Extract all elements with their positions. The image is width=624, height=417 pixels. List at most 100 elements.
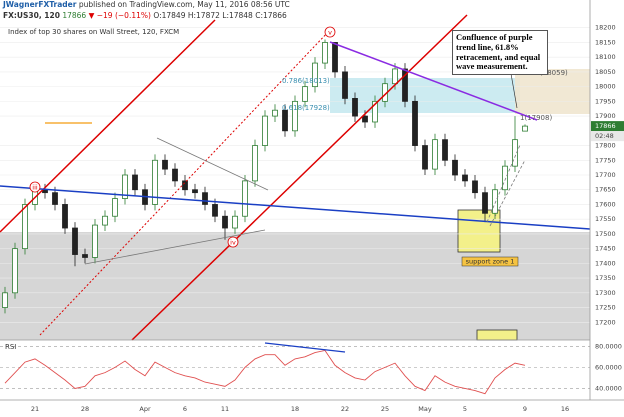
y-tick-label: 60.0000 [595,363,622,371]
candle-body [62,204,68,229]
candle-body [352,98,358,117]
countdown: 02:48 [595,132,614,140]
x-tick-label: Apr [139,405,151,413]
y-tick-label: 18200 [595,24,616,32]
y-tick-label: 17650 [595,186,616,194]
x-tick-label: 9 [523,405,527,413]
candle-body [512,139,518,167]
candle-body [112,198,118,217]
fib-label: 0.618(17928) [282,104,330,112]
wave-label: iii [32,184,38,192]
triangle-line [84,229,266,265]
candle-body [502,165,508,191]
candle-body [232,215,238,229]
fib-label: 0.786(18013) [282,77,330,85]
y-tick-label: 17600 [595,200,616,208]
y-tick-label: 18000 [595,83,616,91]
candle-body [2,292,8,308]
wave-label: iv [230,239,236,247]
support-box [476,329,518,341]
candle-body [372,100,378,123]
candle-body [182,180,188,191]
x-tick-label: May [418,405,432,413]
candle-body [272,109,278,117]
y-tick-label: 40.0000 [595,384,622,392]
published: published on TradingView.com, May 11, 20… [79,0,290,9]
trend-line [0,185,591,230]
y-tick-label: 17250 [595,304,616,312]
candle-body [252,145,258,182]
symbol: FX:US30, 120 [3,11,60,20]
symbol-line: FX:US30, 120 17866 ▼ −19 (−0.11%) O:1784… [3,11,287,20]
candle-body [202,192,208,205]
candle-body [162,159,168,170]
fib-label: 1(17908) [520,114,552,122]
candle-body [322,42,328,64]
x-tick-label: 25 [381,405,389,413]
y-tick-label: 17700 [595,171,616,179]
y-tick-label: 17450 [595,245,616,253]
y-tick-label: 17500 [595,230,616,238]
y-tick-label: 18050 [595,68,616,76]
candle-body [132,174,138,191]
candle-body [432,139,438,170]
x-tick-label: 28 [81,405,89,413]
fib-box [515,69,590,114]
candle-body [312,62,318,88]
price-tag-label: 17866 [595,122,616,130]
y-tick-label: 18150 [595,38,616,46]
candle-body [22,204,28,250]
channel-line [131,14,468,341]
candle-body [12,248,18,294]
price-tag [591,121,624,132]
x-tick-label: 21 [31,405,39,413]
y-tick-label: 17200 [595,318,616,326]
candle-body [452,159,458,176]
rsi-line [4,349,526,395]
x-tick-label: 18 [291,405,299,413]
candle-body [362,115,368,123]
candle-body [92,224,98,258]
y-tick-label: 80.0000 [595,342,622,350]
x-tick-label: 11 [221,405,229,413]
x-tick-label: 22 [341,405,349,413]
triangle-line [156,137,269,191]
wave-circle [324,26,336,38]
candle-body [302,86,308,102]
candle-body [262,115,268,146]
y-tick-label: 18100 [595,53,616,61]
candle-body [212,204,218,217]
wave-label: v [328,29,332,37]
zone-label-box [461,256,519,267]
wave-circle [227,236,239,248]
candle-body [222,215,228,229]
y-tick-label: 17800 [595,142,616,150]
x-tick-label: 5 [463,405,467,413]
candle-body [472,180,478,194]
candle-body [152,159,158,205]
candle-body [102,215,108,226]
candle-body [192,189,198,194]
y-tick-label: 17350 [595,274,616,282]
y-tick-label: 17300 [595,289,616,297]
candle-body [492,189,498,214]
candle-body [402,68,408,102]
candle-body [172,168,178,182]
candle-body [522,125,528,132]
y-tick-label: 17750 [595,156,616,164]
y-tick-label: 17950 [595,97,616,105]
candle-body [442,139,448,161]
candle-body [82,254,88,258]
y-tick-label: 17400 [595,259,616,267]
candle-body [282,109,288,132]
channel-line [0,19,216,233]
zone-label: support zone 1 [466,258,515,266]
x-tick-label: 6 [183,405,187,413]
shade-zone [0,232,590,340]
change: ▼ −19 (−0.11%) [89,11,151,20]
candle-body [342,71,348,99]
wedge-line [486,144,521,223]
y-tick-label: 17550 [595,215,616,223]
fib-box [330,78,520,113]
